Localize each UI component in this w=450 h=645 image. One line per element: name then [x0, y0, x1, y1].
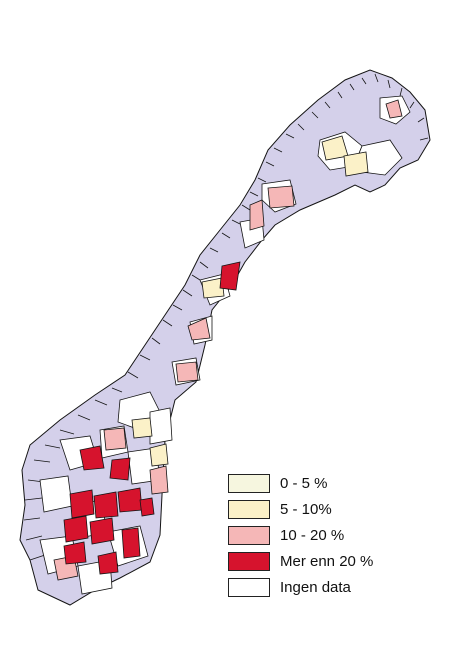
- legend-item-10-20: 10 - 20 %: [228, 522, 418, 548]
- legend-item-no-data: Ingen data: [228, 574, 418, 600]
- legend: 0 - 5 % 5 - 10% 10 - 20 % Mer enn 20 % I…: [228, 470, 418, 600]
- coastal-fjords: [23, 73, 429, 561]
- legend-swatch-0-5: [228, 473, 270, 493]
- legend-item-over-20: Mer enn 20 %: [228, 548, 418, 574]
- municipalities-over-20: [63, 261, 241, 575]
- legend-label-10-20: 10 - 20 %: [280, 526, 345, 544]
- legend-label-5-10: 5 - 10%: [280, 500, 332, 518]
- legend-item-0-5: 0 - 5 %: [228, 470, 418, 496]
- legend-swatch-no-data: [228, 577, 270, 597]
- legend-label-over-20: Mer enn 20 %: [280, 552, 374, 570]
- legend-label-0-5: 0 - 5 %: [280, 474, 328, 492]
- municipalities-low: [131, 135, 369, 467]
- legend-swatch-5-10: [228, 499, 270, 519]
- legend-swatch-10-20: [228, 525, 270, 545]
- legend-swatch-over-20: [228, 551, 270, 571]
- legend-label-no-data: Ingen data: [280, 578, 351, 596]
- municipalities-10-20: [53, 99, 403, 581]
- legend-item-5-10: 5 - 10%: [228, 496, 418, 522]
